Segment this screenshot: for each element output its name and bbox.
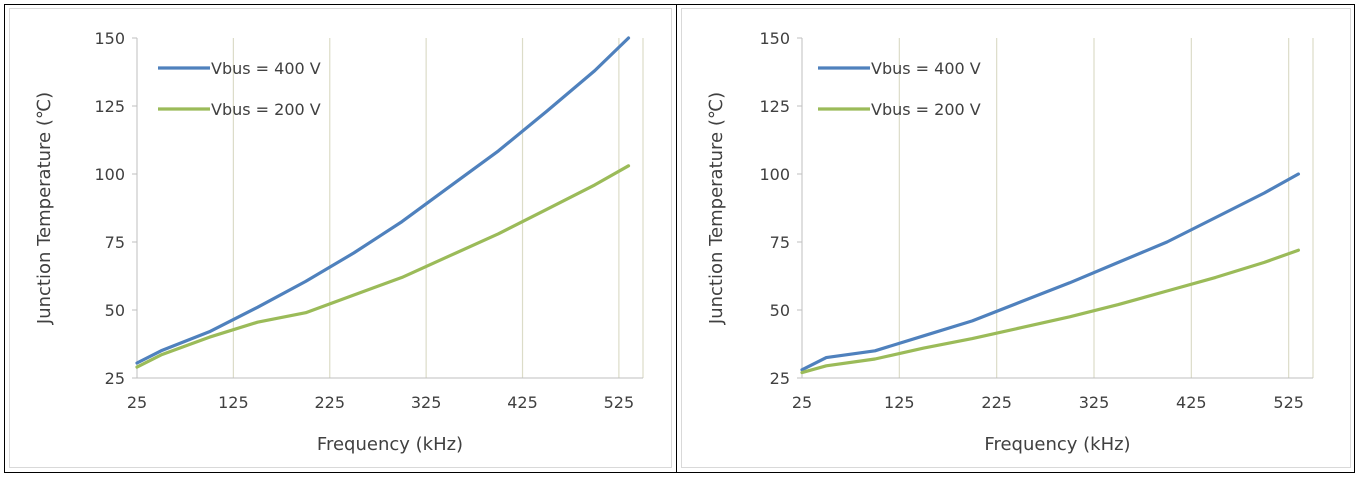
x-axis-title: Frequency (kHz) [317,434,463,455]
series-line-1 [800,172,1301,372]
x-tick-label: 425 [507,393,538,412]
legend-label-1: Vbus = 400 V [211,59,321,78]
y-tick-label: 150 [94,29,125,48]
x-tick-label: 225 [981,393,1012,412]
x-tick-label: 425 [1176,393,1207,412]
y-tick-label: 100 [759,165,790,184]
x-tick-label: 325 [411,393,442,412]
x-tick-label: 25 [792,393,812,412]
y-tick-label: 150 [759,29,790,48]
series-line-2 [800,248,1301,375]
y-axis-title: Junction Temperature (℃) [34,92,55,325]
y-tick-label: 125 [759,97,790,116]
y-tick-label: 75 [105,233,125,252]
y-tick-label: 25 [105,369,125,388]
y-tick-label: 50 [105,301,125,320]
chart-left: 25 125 225 325 425 525 25 50 75 100 125 150 Frequenc… [34,29,644,455]
figure-divider [676,4,677,473]
legend-label-2: Vbus = 200 V [871,100,981,119]
x-tick-label: 25 [127,393,147,412]
y-tick-label: 75 [770,233,790,252]
chart-right: 25 125 225 325 425 525 25 50 75 100 125 150 Frequenc… [706,29,1314,455]
series-line-2 [135,164,631,369]
y-axis-title: Junction Temperature (℃) [706,92,727,325]
y-tick-label: 100 [94,165,125,184]
series-line-1 [135,36,631,365]
y-tick-label: 50 [770,301,790,320]
chart-panel-left: 25 125 225 325 425 525 25 50 75 100 125 150 Frequenc… [9,8,672,468]
figure-frame [4,4,1355,473]
x-tick-label: 325 [1079,393,1110,412]
x-tick-label: 525 [1273,393,1304,412]
chart-panel-right: 25 125 225 325 425 525 25 50 75 100 125 150 Frequenc… [681,8,1351,468]
x-axis-title: Frequency (kHz) [984,434,1130,455]
y-tick-label: 125 [94,97,125,116]
x-tick-label: 125 [884,393,915,412]
x-tick-label: 225 [314,393,345,412]
x-tick-label: 125 [218,393,249,412]
legend-label-2: Vbus = 200 V [211,100,321,119]
x-tick-label: 525 [604,393,635,412]
y-tick-label: 25 [770,369,790,388]
legend-label-1: Vbus = 400 V [871,59,981,78]
